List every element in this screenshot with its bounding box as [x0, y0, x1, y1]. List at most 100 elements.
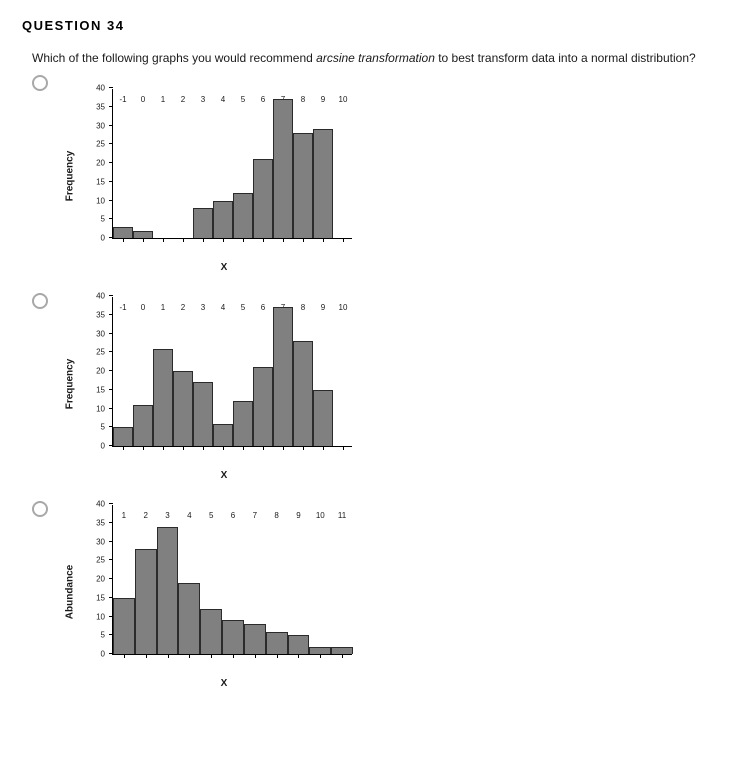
radio-button[interactable] [32, 501, 48, 517]
y-tick [109, 200, 113, 201]
y-tick-label: 15 [81, 177, 105, 186]
y-tick-label: 5 [81, 423, 105, 432]
x-tick [323, 238, 324, 242]
histogram-bar [222, 620, 244, 654]
y-tick-label: 40 [81, 292, 105, 301]
x-axis-label: X [221, 262, 228, 273]
histogram-bar [313, 390, 333, 446]
x-tick [283, 446, 284, 450]
x-tick-label: 6 [261, 95, 265, 104]
y-tick-label: 30 [81, 121, 105, 130]
x-tick-label: 5 [209, 511, 213, 520]
plot-area: 0510152025303540-1012345678910 [112, 89, 352, 239]
x-tick-label: 2 [181, 303, 185, 312]
x-tick [303, 238, 304, 242]
x-tick-label: 8 [301, 95, 305, 104]
chart-3: AbundanceX05101520253035401234567891011 [74, 497, 374, 687]
x-tick [343, 238, 344, 242]
x-tick-label: 6 [261, 303, 265, 312]
x-tick-label: 10 [339, 303, 348, 312]
y-tick-label: 20 [81, 367, 105, 376]
radio-button[interactable] [32, 75, 48, 91]
y-tick [109, 162, 113, 163]
histogram-bar [309, 647, 331, 655]
x-tick-label: 10 [316, 511, 325, 520]
histogram-bar [200, 609, 222, 654]
histogram-bar [193, 382, 213, 446]
y-tick [109, 295, 113, 296]
x-tick [203, 238, 204, 242]
x-axis-label: X [221, 678, 228, 689]
y-tick [109, 351, 113, 352]
x-tick [255, 654, 256, 658]
histogram-bar [113, 227, 133, 238]
x-tick [203, 446, 204, 450]
y-axis-label: Abundance [65, 565, 76, 619]
histogram-bar [253, 159, 273, 238]
plot-area: 0510152025303540-1012345678910 [112, 297, 352, 447]
y-tick-label: 40 [81, 84, 105, 93]
y-tick [109, 314, 113, 315]
y-tick-label: 10 [81, 196, 105, 205]
x-tick [298, 654, 299, 658]
y-tick-label: 35 [81, 102, 105, 111]
y-tick-label: 20 [81, 575, 105, 584]
x-tick-label: 8 [274, 511, 278, 520]
options-list: FrequencyX0510152025303540-1012345678910… [22, 71, 720, 687]
histogram-bar [178, 583, 200, 654]
histogram-bar [193, 208, 213, 238]
histogram-bar [244, 624, 266, 654]
histogram-bar [313, 129, 333, 238]
histogram-bar [273, 99, 293, 238]
option-2[interactable]: FrequencyX0510152025303540-1012345678910 [22, 289, 720, 479]
x-tick-label: 1 [161, 303, 165, 312]
x-tick-label: 1 [161, 95, 165, 104]
histogram-bar [233, 193, 253, 238]
y-tick-label: 0 [81, 442, 105, 451]
histogram-bar [153, 349, 173, 447]
y-tick [109, 370, 113, 371]
x-tick [163, 238, 164, 242]
histogram-bar [173, 371, 193, 446]
histogram-bar [266, 632, 288, 655]
histogram-bar [113, 598, 135, 654]
histogram-bar [213, 201, 233, 239]
histogram-bar [331, 647, 353, 655]
y-tick-label: 5 [81, 631, 105, 640]
y-tick [109, 559, 113, 560]
y-tick-label: 30 [81, 329, 105, 338]
x-tick [123, 238, 124, 242]
y-tick [109, 333, 113, 334]
x-tick-label: -1 [119, 303, 126, 312]
x-tick [143, 446, 144, 450]
question-text-italic: arcsine transformation [316, 51, 435, 65]
option-3[interactable]: AbundanceX05101520253035401234567891011 [22, 497, 720, 687]
histogram-bar [273, 307, 293, 446]
y-tick [109, 87, 113, 88]
y-tick-label: 40 [81, 500, 105, 509]
histogram-bar [113, 427, 133, 446]
x-tick-label: 6 [231, 511, 235, 520]
x-tick-label: 4 [187, 511, 191, 520]
x-tick-label: 3 [201, 95, 205, 104]
x-tick [163, 446, 164, 450]
y-tick-label: 25 [81, 556, 105, 565]
x-tick [211, 654, 212, 658]
y-tick-label: 0 [81, 234, 105, 243]
question-number: QUESTION 34 [22, 18, 720, 33]
option-1-chart-row: FrequencyX0510152025303540-1012345678910 [22, 81, 720, 271]
x-tick [277, 654, 278, 658]
x-tick-label: 11 [338, 511, 346, 520]
x-tick [124, 654, 125, 658]
y-tick-label: 20 [81, 159, 105, 168]
x-tick [263, 446, 264, 450]
histogram-bar [133, 405, 153, 446]
x-axis-label: X [221, 470, 228, 481]
x-tick [146, 654, 147, 658]
x-tick [303, 446, 304, 450]
y-tick-label: 15 [81, 593, 105, 602]
histogram-bar [288, 635, 310, 654]
radio-button[interactable] [32, 293, 48, 309]
x-tick-label: 0 [141, 303, 145, 312]
y-tick-label: 10 [81, 404, 105, 413]
